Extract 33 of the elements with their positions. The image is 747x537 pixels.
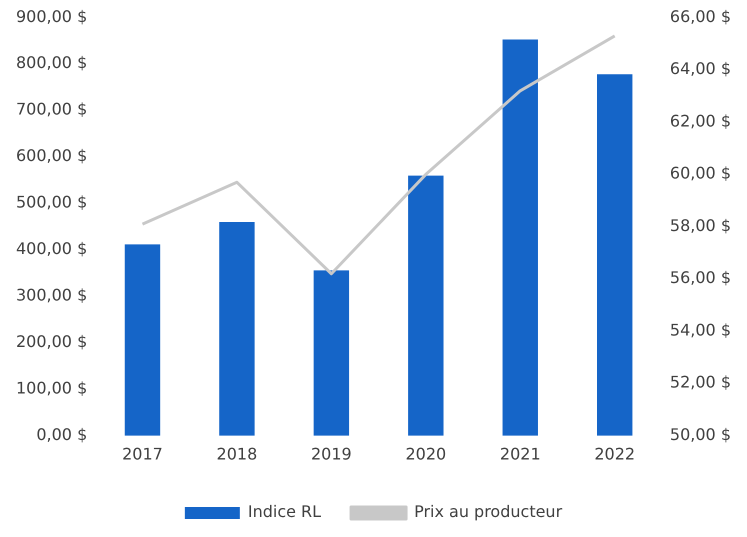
x-tick-label: 2020 [405, 444, 446, 464]
y2-tick-label: 58,00 $ [670, 216, 732, 235]
y-tick-label: 900,00 $ [16, 6, 88, 26]
bar [124, 244, 160, 436]
y-tick-label: 100,00 $ [16, 378, 88, 398]
y-tick-label: 0,00 $ [36, 424, 88, 444]
y2-tick-label: 56,00 $ [670, 268, 732, 288]
y-tick-label: 800,00 $ [16, 53, 88, 72]
y2-tick-label: 60,00 $ [670, 164, 732, 183]
y-tick-label: 300,00 $ [16, 286, 88, 305]
y-tick-label: 700,00 $ [16, 100, 88, 119]
y-tick-label: 400,00 $ [16, 239, 88, 258]
x-tick-label: 2018 [216, 444, 258, 464]
y2-tick-label: 66,00 $ [670, 6, 732, 26]
y-tick-label: 500,00 $ [16, 192, 88, 212]
x-tick-label: 2022 [594, 444, 636, 464]
y2-tick-label: 62,00 $ [670, 111, 732, 130]
x-tick-label: 2021 [500, 444, 541, 464]
y2-tick-label: 54,00 $ [670, 320, 732, 340]
y2-tick-label: 52,00 $ [670, 372, 732, 392]
bar [219, 222, 255, 436]
legend-label: Indice RL [248, 502, 322, 522]
x-tick-label: 2017 [122, 444, 163, 464]
bar [502, 39, 538, 436]
y-tick-label: 200,00 $ [16, 332, 88, 352]
bar [596, 74, 632, 436]
legend-label: Prix au producteur [414, 502, 563, 522]
y2-tick-label: 64,00 $ [670, 59, 732, 78]
y2-tick-label: 50,00 $ [670, 424, 732, 444]
y-tick-label: 600,00 $ [16, 146, 88, 166]
bar [314, 270, 350, 436]
x-tick-label: 2019 [311, 444, 352, 464]
bar [408, 176, 444, 436]
